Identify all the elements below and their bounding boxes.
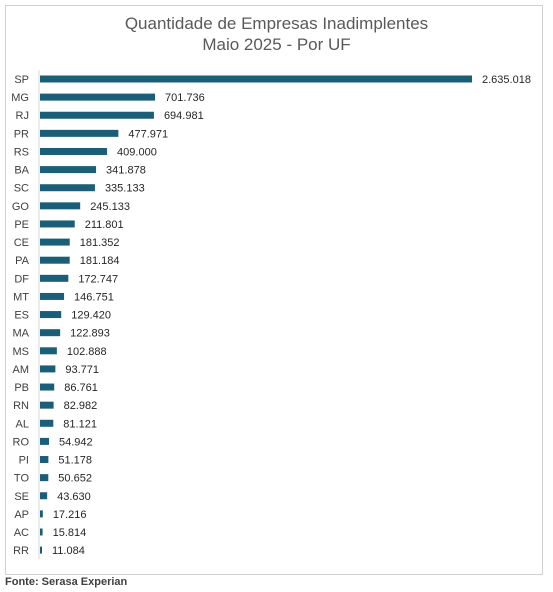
category-label: PA — [15, 255, 30, 267]
data-label: 341.878 — [106, 165, 146, 177]
data-label: 11.084 — [52, 545, 85, 557]
category-label: ES — [14, 310, 29, 322]
category-label: MG — [11, 92, 29, 104]
data-label: 82.982 — [64, 400, 98, 412]
bar-mg — [40, 93, 156, 101]
category-label: AL — [16, 418, 29, 430]
bar-ms — [40, 347, 57, 355]
data-label: 181.184 — [80, 255, 120, 267]
bar-mt — [40, 292, 65, 300]
bar-ap — [40, 510, 43, 518]
bar-es — [40, 311, 62, 319]
chart-subtitle: Maio 2025 - Por UF — [202, 35, 351, 54]
category-label: SE — [14, 491, 29, 503]
data-label: 17.216 — [53, 509, 87, 521]
category-label: AP — [14, 509, 29, 521]
category-label: SP — [14, 74, 29, 86]
category-label: RS — [14, 146, 29, 158]
chart-title-block: Quantidade de Empresas Inadimplentes Mai… — [0, 13, 553, 55]
data-label: 122.893 — [70, 328, 110, 340]
bar-sp — [40, 75, 472, 83]
bar-ma — [40, 329, 61, 337]
data-label: 146.751 — [74, 291, 114, 303]
data-label: 477.971 — [128, 128, 168, 140]
data-label: 86.761 — [64, 382, 98, 394]
data-label: 81.121 — [63, 418, 97, 430]
bar-ba — [40, 166, 97, 174]
category-label: PB — [14, 382, 29, 394]
category-label: CE — [14, 237, 29, 249]
bar-se — [40, 492, 48, 500]
category-label: SC — [14, 183, 29, 195]
category-label: PR — [14, 128, 29, 140]
bar-ac — [40, 528, 43, 536]
bar-pi — [40, 456, 49, 464]
source-note: Fonte: Serasa Experian — [5, 576, 128, 588]
data-label: 694.981 — [164, 110, 204, 122]
bar-pa — [40, 256, 70, 264]
bar-rr — [40, 546, 42, 554]
bar-sc — [40, 184, 95, 192]
data-label: 181.352 — [80, 237, 120, 249]
data-label: 245.133 — [90, 201, 130, 213]
bar-rj — [40, 111, 154, 119]
bar-al — [40, 419, 54, 427]
category-label: AM — [13, 364, 30, 376]
bar-ce — [40, 238, 70, 246]
data-label: 129.420 — [71, 310, 111, 322]
data-label: 15.814 — [53, 527, 87, 539]
data-label: 335.133 — [105, 183, 145, 195]
category-label: RN — [13, 400, 29, 412]
bar-pe — [40, 220, 75, 228]
category-label: MT — [13, 291, 29, 303]
bar-to — [40, 474, 49, 482]
data-label: 51.178 — [58, 455, 92, 467]
bar-rs — [40, 147, 108, 155]
category-label: RO — [13, 436, 30, 448]
data-label: 93.771 — [65, 364, 99, 376]
data-label: 172.747 — [78, 273, 118, 285]
category-label: DF — [14, 273, 29, 285]
category-label: GO — [12, 201, 30, 213]
data-label: 54.942 — [59, 436, 93, 448]
data-label: 2.635.018 — [482, 74, 531, 86]
category-label: PE — [14, 219, 29, 231]
bar-go — [40, 202, 81, 210]
category-label: BA — [14, 165, 29, 177]
bar-df — [40, 274, 69, 282]
category-label: RR — [13, 545, 29, 557]
data-label: 50.652 — [58, 473, 92, 485]
chart-title: Quantidade de Empresas Inadimplentes — [124, 14, 429, 33]
bar-pr — [40, 129, 119, 137]
bar-am — [40, 365, 56, 373]
data-label: 409.000 — [117, 146, 157, 158]
data-label: 43.630 — [57, 491, 91, 503]
category-label: AC — [14, 527, 29, 539]
category-label: PI — [19, 455, 29, 467]
category-label: RJ — [16, 110, 29, 122]
data-label: 701.736 — [165, 92, 205, 104]
bar-pb — [40, 383, 55, 391]
bar-chart: SP 2.635.018 MG 701.736 RJ 694.981 PR 477.971 RS… — [11, 70, 531, 560]
bar-ro — [40, 437, 50, 445]
bar-rn — [40, 401, 54, 409]
category-label: TO — [14, 473, 30, 485]
category-label: MS — [13, 346, 30, 358]
data-label: 211.801 — [85, 219, 124, 231]
category-label: MA — [13, 328, 30, 340]
data-label: 102.888 — [67, 346, 107, 358]
